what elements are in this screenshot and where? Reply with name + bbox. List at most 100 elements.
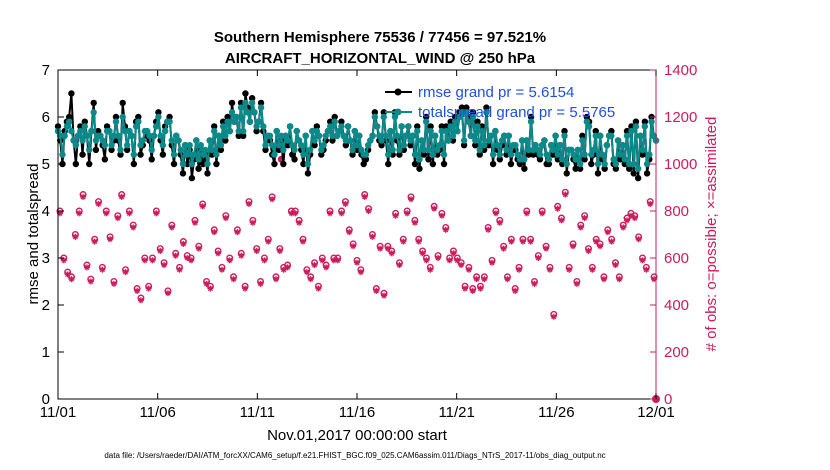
rmse-point (108, 146, 115, 154)
totalspread-point (260, 123, 267, 130)
obs-assimilated-point (635, 236, 642, 243)
x-tick-label: 11/11 (240, 404, 275, 421)
totalspread-point (246, 118, 254, 125)
obs-assimilated-point (357, 269, 364, 276)
totalspread-point (161, 127, 169, 135)
obs-assimilated-stroke (551, 314, 557, 320)
obs-assimilated-point (114, 215, 121, 222)
rmse-point (101, 156, 109, 163)
obs-assimilated-point (616, 276, 623, 283)
obs-assimilated-point (238, 252, 245, 259)
obs-assimilated-stroke (88, 278, 94, 285)
totalspread-point (68, 127, 75, 135)
obs-assimilated-point (342, 200, 349, 207)
totalspread-point (298, 142, 305, 149)
totalspread-point (525, 146, 533, 154)
rmse-point (77, 123, 84, 130)
obs-assimilated-point (311, 262, 318, 269)
rmse-point (601, 165, 608, 172)
obs-assimilated-stroke (543, 246, 549, 252)
obs-assimilated-stroke (381, 293, 387, 299)
obs-assimilated-stroke (354, 260, 360, 266)
totalspread-point (57, 132, 64, 139)
totalspread-point (244, 109, 251, 116)
y-tick-label-right: 600 (664, 250, 689, 267)
obs-assimilated-point (234, 229, 241, 236)
totalspread-point (255, 118, 263, 125)
obs-assimilated-stroke (304, 269, 310, 275)
obs-assimilated-stroke (257, 281, 264, 287)
obs-assimilated-point (485, 226, 492, 233)
obs-assimilated-point (134, 287, 141, 294)
obs-assimilated-point (91, 238, 98, 245)
obs-assimilated-stroke (153, 210, 159, 216)
totalspread-point (518, 137, 526, 144)
rmse-point (581, 156, 588, 163)
totalspread-point (309, 127, 316, 135)
obs-assimilated-stroke (520, 238, 526, 245)
totalspread-point (179, 160, 187, 168)
rmse-point (639, 151, 646, 158)
totalspread-point (195, 156, 202, 163)
obs-assimilated-point (126, 210, 133, 217)
totalspread-point (79, 137, 86, 144)
obs-assimilated-point (442, 226, 449, 233)
rmse-point (612, 165, 620, 172)
obs-assimilated-point (454, 257, 461, 264)
totalspread-point (422, 118, 430, 125)
totalspread-point (378, 137, 385, 144)
totalspread-point (81, 123, 88, 130)
totalspread-point (197, 142, 205, 149)
obs-assimilated-stroke (169, 224, 175, 231)
rmse-point (621, 160, 628, 168)
totalspread-point (304, 160, 312, 168)
rmse-point (204, 170, 211, 177)
obs-assimilated-point (489, 259, 496, 266)
obs-assimilated-stroke (466, 267, 472, 273)
totalspread-point (409, 132, 416, 139)
totalspread-point (59, 151, 66, 158)
obs-assimilated-stroke (281, 267, 287, 273)
totalspread-point (418, 137, 425, 144)
totalspread-point (523, 137, 530, 144)
totalspread-point (188, 160, 196, 168)
obs-assimilated-stroke (250, 220, 256, 226)
totalspread-point (224, 118, 231, 125)
obs-assimilated-point (408, 196, 415, 203)
totalspread-point (293, 127, 300, 135)
totalspread-point (275, 142, 283, 149)
obs-assimilated-stroke (377, 246, 383, 252)
obs-assimilated-point (589, 266, 596, 273)
obs-assimilated-stroke (612, 262, 619, 268)
obs-assimilated-point (643, 266, 650, 273)
rmse-point (643, 170, 651, 177)
obs-assimilated-point (435, 255, 442, 261)
obs-assimilated-stroke (528, 238, 534, 245)
rmse-point (545, 160, 553, 168)
totalspread-point (177, 146, 184, 154)
obs-assimilated-point (593, 238, 600, 245)
obs-assimilated-stroke (547, 267, 553, 273)
obs-assimilated-point (188, 257, 195, 264)
obs-assimilated-stroke (636, 236, 642, 242)
obs-assimilated-stroke (454, 257, 460, 263)
obs-assimilated-point (604, 229, 611, 236)
obs-assimilated-stroke (632, 215, 638, 221)
rmse-point (527, 113, 535, 121)
obs-assimilated-stroke (589, 267, 595, 273)
obs-assimilated-stroke (435, 255, 441, 261)
obs-assimilated-stroke (173, 253, 179, 259)
rmse-point (626, 165, 633, 172)
obs-assimilated-point (415, 238, 422, 245)
obs-assimilated-stroke (539, 210, 545, 216)
totalspread-point (311, 137, 318, 144)
obs-assimilated-point (68, 276, 75, 283)
obs-assimilated-point (639, 257, 646, 264)
obs-assimilated-point (288, 210, 295, 217)
obs-assimilated-stroke (68, 276, 75, 282)
rmse-point (217, 146, 225, 154)
obs-assimilated-point (122, 269, 129, 276)
totalspread-point (382, 132, 390, 139)
obs-assimilated-point (272, 276, 279, 283)
